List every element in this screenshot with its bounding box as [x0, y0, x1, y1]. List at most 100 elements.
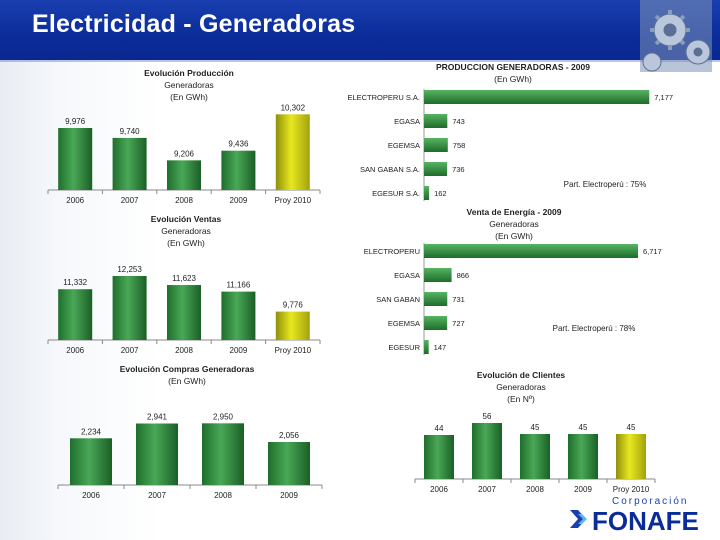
bar — [275, 311, 310, 340]
category-label: EGASA — [394, 117, 420, 126]
chart-title: (En Nº) — [507, 394, 535, 404]
chart-title: Generadoras — [489, 219, 539, 229]
category-label: EGESUR S.A. — [372, 189, 420, 198]
bar — [424, 114, 448, 128]
fonafe-logo: Corporación FONAFE — [566, 496, 716, 536]
data-label: 44 — [435, 424, 444, 433]
tick-label: 2007 — [478, 485, 496, 494]
bar — [275, 114, 310, 190]
tick-label: 2006 — [430, 485, 448, 494]
tick-label: 2008 — [526, 485, 544, 494]
category-label: EGEMSA — [388, 319, 420, 328]
category-label: SAN GABAN — [376, 295, 420, 304]
chart-title: (En GWh) — [167, 238, 205, 248]
logo-chevron-icon — [570, 510, 590, 533]
bar — [520, 434, 550, 479]
data-label: 11,332 — [63, 278, 87, 287]
bar — [424, 138, 448, 152]
data-label: 6,717 — [643, 247, 662, 256]
chart-clientes: Evolución de Clientes Generadoras (En Nº) 4… — [414, 370, 656, 494]
bar — [202, 423, 244, 485]
data-label: 45 — [531, 423, 540, 432]
chart-title: Generadoras — [161, 226, 211, 236]
chart-title: Generadoras — [164, 80, 214, 90]
chart-title: Venta de Energía - 2009 — [467, 207, 562, 217]
chart-title: Evolución Compras Generadoras — [120, 364, 255, 374]
chart-compras: Evolución Compras Generadoras (En GWh) 2,2… — [57, 364, 323, 500]
data-label: 162 — [434, 189, 447, 198]
bar — [58, 289, 93, 340]
data-label: 12,253 — [117, 265, 142, 274]
data-label: 9,206 — [174, 149, 195, 158]
chart-title: Evolución de Clientes — [477, 370, 566, 380]
tick-label: 2007 — [148, 491, 166, 500]
data-label: 10,302 — [281, 103, 306, 112]
bar — [112, 137, 147, 190]
tick-label: Proy 2010 — [275, 196, 312, 205]
logo-brand: FONAFE — [592, 506, 699, 536]
bar — [616, 434, 646, 479]
data-label: 9,740 — [120, 127, 141, 136]
data-label: 45 — [579, 423, 588, 432]
bar — [568, 434, 598, 479]
chart-title: (En GWh) — [495, 231, 533, 241]
tick-label: 2009 — [574, 485, 592, 494]
data-label: 147 — [434, 343, 447, 352]
category-label: EGEMSA — [388, 141, 420, 150]
tick-label: 2006 — [66, 346, 84, 355]
tick-label: Proy 2010 — [275, 346, 312, 355]
gears-icon — [640, 0, 712, 72]
bar — [424, 292, 448, 306]
chart-annotation: Part. Electroperú : 78% — [553, 324, 636, 333]
chart-title: PRODUCCION GENERADORAS - 2009 — [436, 62, 590, 72]
chart-produccion: Evolución Producción Generadoras (En GWh) 9… — [47, 68, 321, 205]
bar — [70, 438, 112, 485]
category-label: ELECTROPERU — [364, 247, 420, 256]
data-label: 9,436 — [228, 140, 249, 149]
bar — [472, 423, 502, 479]
chart-annotation: Part. Electroperú : 75% — [564, 180, 647, 189]
data-label: 11,623 — [172, 274, 196, 283]
tick-label: Proy 2010 — [613, 485, 650, 494]
chart-title: (En GWh) — [170, 92, 208, 102]
data-label: 866 — [457, 271, 470, 280]
category-label: SAN GABAN S.A. — [360, 165, 420, 174]
logo-tagline: Corporación — [612, 496, 689, 507]
bar — [112, 275, 147, 340]
data-label: 743 — [452, 117, 465, 126]
tick-label: 2007 — [121, 346, 139, 355]
bar — [424, 244, 638, 258]
data-label: 45 — [627, 423, 636, 432]
data-label: 2,941 — [147, 413, 168, 422]
tick-label: 2007 — [121, 196, 139, 205]
category-label: EGASA — [394, 271, 420, 280]
tick-label: 2006 — [66, 196, 84, 205]
chart-produccion_2009: PRODUCCION GENERADORAS - 2009 (En GWh) ELE… — [347, 62, 673, 201]
data-label: 2,950 — [213, 412, 234, 421]
tick-label: 2006 — [82, 491, 100, 500]
bar — [268, 442, 310, 485]
category-label: ELECTROPERU S.A. — [347, 93, 420, 102]
chart-title: Evolución Producción — [144, 68, 234, 78]
chart-title: Evolución Ventas — [151, 214, 222, 224]
bar — [424, 162, 448, 176]
chart-title: Generadoras — [496, 382, 546, 392]
data-label: 9,976 — [65, 117, 86, 126]
bar — [167, 160, 201, 190]
data-label: 736 — [452, 165, 465, 174]
tick-label: 2008 — [175, 346, 193, 355]
data-label: 2,056 — [279, 431, 300, 440]
data-label: 11,166 — [226, 281, 250, 290]
bar — [58, 128, 93, 190]
chart-title: (En GWh) — [494, 74, 532, 84]
bar — [424, 90, 650, 104]
tick-label: 2008 — [175, 196, 193, 205]
category-label: EGESUR — [388, 343, 420, 352]
chart-venta_energia_2009: Venta de Energía - 2009 Generadoras (En GW… — [364, 207, 662, 355]
tick-label: 2009 — [230, 346, 248, 355]
data-label: 56 — [483, 412, 492, 421]
bar — [167, 285, 201, 340]
data-label: 731 — [452, 295, 465, 304]
data-label: 7,177 — [654, 93, 673, 102]
header-bar: Electricidad - Generadoras — [0, 0, 720, 60]
